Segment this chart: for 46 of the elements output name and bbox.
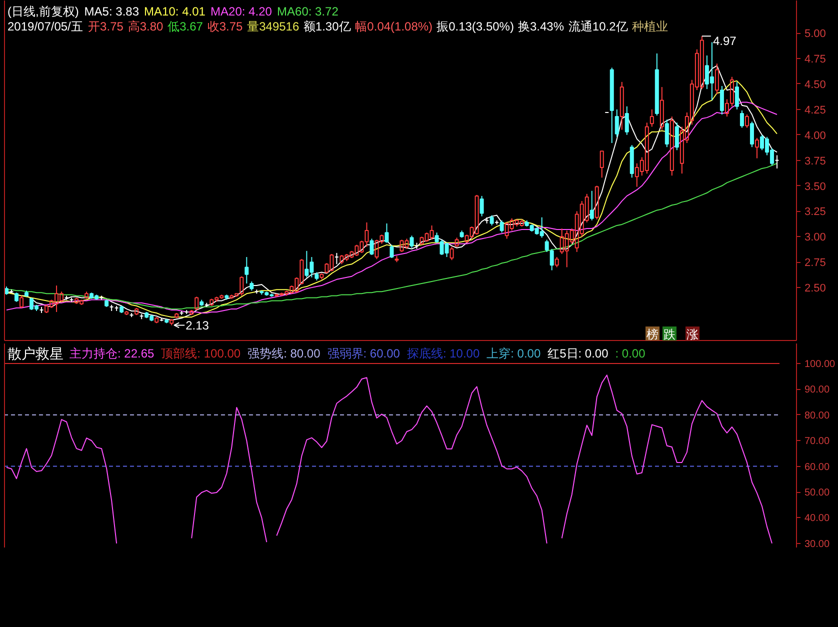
annotation: 上穿: 0.00 [486, 346, 541, 360]
y-tick-label: 90.00 [804, 384, 830, 396]
y-tick-label: 2.50 [804, 282, 826, 295]
annotation: 2.13 [186, 318, 210, 333]
ref-line-label: 强弱界: 60.00 [327, 346, 400, 360]
text: MA20: 4.20 [210, 4, 272, 18]
y-tick-label: 3.25 [804, 206, 826, 218]
y-tick-label: 5.00 [804, 28, 826, 40]
chart-title: (日线,前复权) [8, 4, 79, 18]
candlestick [620, 81, 624, 130]
annotation: 红5日: 0.00 [548, 346, 609, 360]
y-tick-label: 3.00 [804, 232, 826, 244]
y-tick-label: 40.00 [804, 513, 830, 524]
y-tick-label: 80.00 [804, 410, 830, 422]
text: 主力持仓: 22.65 [70, 346, 155, 360]
annotation: 榜 [646, 328, 658, 342]
candlestick [334, 252, 339, 265]
y-tick-label: 50.00 [804, 488, 830, 499]
y-tick-label: 100.00 [804, 359, 836, 370]
annotation: 探底线: 10.00 [406, 346, 480, 360]
y-tick-label: 30.00 [804, 538, 830, 550]
ref-line-label: 强势线: 80.00 [248, 346, 321, 360]
candlestick [660, 86, 664, 130]
text: MA10: 4.01 [144, 4, 206, 18]
text: MA60: 3.72 [277, 4, 339, 18]
y-tick-label: 2.75 [804, 257, 826, 270]
candlestick [600, 150, 604, 178]
y-tick-label: 3.75 [804, 155, 826, 168]
y-tick-label: 4.00 [804, 130, 826, 142]
text: MA5: 3.83 [84, 4, 140, 18]
annotation: 涨 [686, 328, 698, 342]
y-tick-label: 70.00 [804, 436, 830, 448]
y-tick-label: 3.50 [804, 180, 826, 193]
y-tick-label: 4.75 [804, 54, 826, 66]
annotation: 4.97 [712, 34, 737, 48]
y-tick-label: 4.50 [804, 78, 826, 91]
line-series [6, 162, 778, 310]
chart-title: 散户救星 [8, 346, 64, 362]
candlestick [774, 154, 780, 169]
y-tick-label: 60.00 [804, 462, 830, 473]
candlestick [244, 256, 249, 284]
ref-line-label: 顶部线: 100.00 [161, 346, 241, 360]
text: 2019/07/05/五 开3.75 高3.80 低3.67 收3.75 量349516 额1.30亿 幅0.04(1.08%) 振0.13(3.50%) 换3.43% 流通10.2亿 种植业 [8, 20, 668, 34]
y-tick-label: 4.25 [804, 104, 826, 116]
annotation: 跌 [664, 328, 676, 342]
annotation: : 0.00 [615, 346, 646, 360]
